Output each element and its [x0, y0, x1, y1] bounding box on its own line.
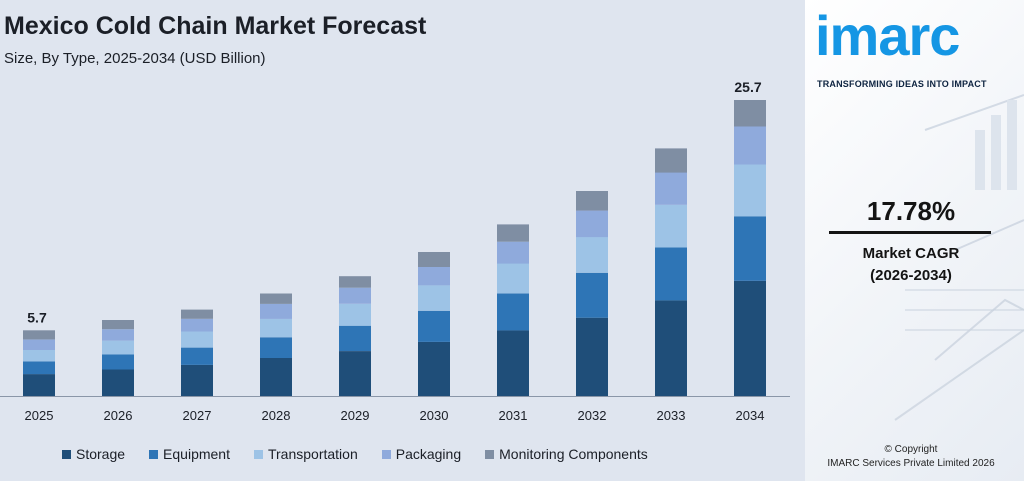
- bar-2033-packaging: [655, 172, 687, 205]
- copyright-company: IMARC Services Private Limited 2026: [827, 458, 995, 469]
- bar-2028-storage: [260, 358, 292, 396]
- bar-2034-packaging: [734, 126, 766, 165]
- legend-item-storage: Storage: [62, 446, 125, 462]
- bar-2026-equipment: [102, 354, 134, 370]
- legend-label-monitoring-components: Monitoring Components: [499, 446, 648, 462]
- bar-2029-transportation: [339, 303, 371, 326]
- bar-2026-packaging: [102, 329, 134, 341]
- bar-2025-storage: [23, 374, 55, 396]
- stacked-bar-chart: 2025 5.7 2026 2027 2028 2029 2030 2031 2032 2033 2…: [0, 79, 790, 423]
- x-tick-label-2028: 2028: [262, 408, 291, 423]
- cagr-label: Market CAGR: [862, 245, 960, 262]
- chart-legend: Storage Equipment Transportation Packaging M…: [62, 446, 648, 462]
- bar-2032-transportation: [576, 237, 608, 273]
- chart-panel: Mexico Cold Chain Market Forecast Size, …: [0, 0, 805, 481]
- bar-2034-monitoring-components: [734, 100, 766, 127]
- cagr-period: (2026-2034): [870, 267, 952, 284]
- bar-2028-transportation: [260, 318, 292, 338]
- x-tick-label-2031: 2031: [499, 408, 528, 423]
- cagr-label-block: Market CAGR (2026-2034): [805, 243, 1017, 287]
- bar-2029-monitoring-components: [339, 276, 371, 288]
- x-tick-label-2027: 2027: [183, 408, 212, 423]
- bar-2031-transportation: [497, 263, 529, 294]
- bar-2025-equipment: [23, 361, 55, 375]
- bar-2028-monitoring-components: [260, 293, 292, 304]
- legend-item-transportation: Transportation: [253, 446, 358, 462]
- bar-2027-packaging: [181, 318, 213, 332]
- bar-2034-storage: [734, 280, 766, 396]
- bar-2029-packaging: [339, 287, 371, 304]
- legend-label-transportation: Transportation: [267, 446, 358, 462]
- legend-label-packaging: Packaging: [395, 446, 462, 462]
- bar-2027-monitoring-components: [181, 309, 213, 319]
- imarc-logo: imarc: [815, 4, 960, 67]
- bar-2032-storage: [576, 317, 608, 396]
- bar-2032-monitoring-components: [576, 191, 608, 211]
- brand-tagline: TRANSFORMING IDEAS INTO IMPACT: [817, 79, 987, 89]
- chart-title: Mexico Cold Chain Market Forecast: [4, 12, 427, 40]
- bar-2030-storage: [418, 341, 450, 396]
- legend-label-equipment: Equipment: [163, 446, 230, 462]
- bar-2025-transportation: [23, 349, 55, 362]
- bar-2025-packaging: [23, 339, 55, 350]
- bar-2027-transportation: [181, 331, 213, 348]
- bar-2033-equipment: [655, 247, 687, 301]
- bar-2033-monitoring-components: [655, 148, 687, 173]
- branding-panel: imarc TRANSFORMING IDEAS INTO IMPACT 17.…: [805, 0, 1024, 481]
- decorative-background-chart-icon: [894, 94, 1024, 421]
- legend-label-storage: Storage: [76, 446, 126, 462]
- bar-2027-equipment: [181, 347, 213, 365]
- bar-2026-transportation: [102, 340, 134, 355]
- legend-swatch-monitoring-components: [485, 449, 495, 459]
- bar-2031-monitoring-components: [497, 224, 529, 242]
- bar-2026-storage: [102, 369, 134, 396]
- bar-2030-packaging: [418, 267, 450, 286]
- copyright-notice: © Copyright IMARC Services Private Limit…: [805, 443, 1017, 471]
- bar-2031-storage: [497, 330, 529, 396]
- bar-2032-packaging: [576, 210, 608, 238]
- x-tick-label-2026: 2026: [104, 408, 133, 423]
- x-tick-label-2030: 2030: [420, 408, 449, 423]
- bar-2030-equipment: [418, 310, 450, 342]
- chart-subtitle: Size, By Type, 2025-2034 (USD Billion): [4, 50, 266, 67]
- legend-swatch-equipment: [149, 449, 159, 459]
- copyright-line: © Copyright: [884, 444, 938, 455]
- bar-2027-storage: [181, 364, 213, 396]
- bar-2025-monitoring-components: [23, 330, 55, 340]
- bar-2033-transportation: [655, 204, 687, 248]
- bar-2028-packaging: [260, 303, 292, 319]
- bar-2030-transportation: [418, 285, 450, 311]
- x-tick-label-2029: 2029: [341, 408, 370, 423]
- x-tick-label-2034: 2034: [736, 408, 765, 423]
- bar-2031-equipment: [497, 293, 529, 331]
- legend-item-equipment: Equipment: [149, 446, 230, 462]
- bar-2029-equipment: [339, 325, 371, 351]
- bar-2028-equipment: [260, 337, 292, 358]
- bar-2029-storage: [339, 351, 371, 396]
- bar-2034-equipment: [734, 216, 766, 281]
- cagr-value: 17.78%: [866, 196, 956, 226]
- bar-2032-equipment: [576, 272, 608, 318]
- bar-2031-packaging: [497, 241, 529, 264]
- x-tick-label-2032: 2032: [578, 408, 607, 423]
- data-label-2025: 5.7: [27, 309, 47, 325]
- data-label-2034: 25.7: [734, 79, 761, 95]
- legend-item-monitoring-components: Monitoring Components: [485, 446, 648, 462]
- legend-item-packaging: Packaging: [381, 446, 462, 462]
- bar-2034-transportation: [734, 164, 766, 217]
- bar-2033-storage: [655, 300, 687, 396]
- cagr-divider: [829, 231, 991, 234]
- x-tick-label-2033: 2033: [657, 408, 686, 423]
- legend-swatch-storage: [62, 449, 71, 459]
- bar-2030-monitoring-components: [418, 252, 450, 267]
- legend-swatch-packaging: [381, 449, 391, 459]
- x-tick-label-2025: 2025: [25, 408, 54, 423]
- legend-swatch-transportation: [253, 449, 263, 459]
- bar-2026-monitoring-components: [102, 320, 134, 330]
